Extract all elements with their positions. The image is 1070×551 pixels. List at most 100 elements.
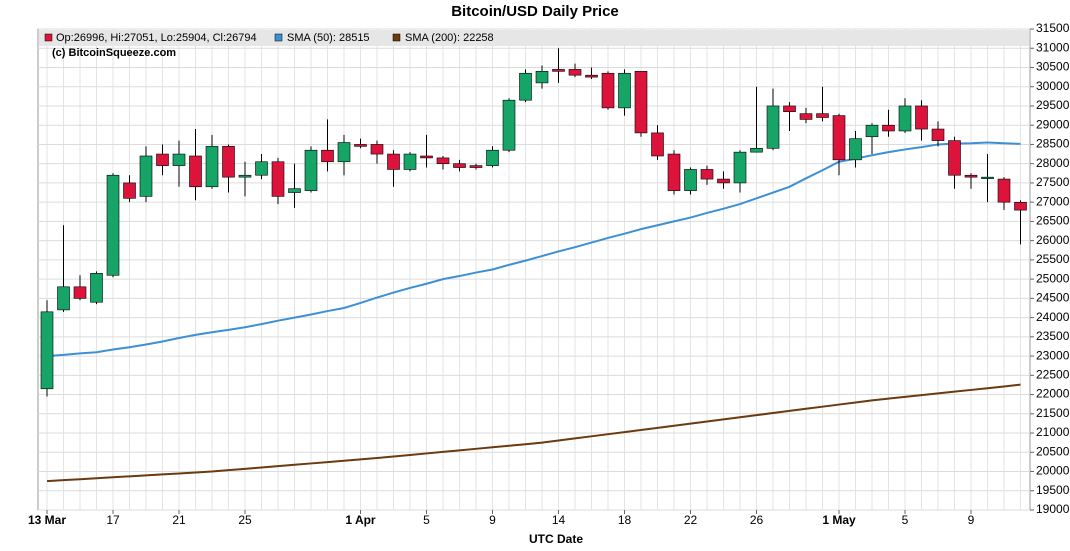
candle-body bbox=[948, 140, 961, 176]
x-tick-label: 1 May bbox=[822, 513, 856, 527]
y-tick-label: 22500 bbox=[1036, 367, 1070, 381]
candle-body bbox=[997, 178, 1011, 203]
y-tick-label: 25500 bbox=[1036, 252, 1070, 266]
candle-body bbox=[189, 155, 202, 188]
y-tick-label: 31000 bbox=[1036, 40, 1070, 54]
candle-body bbox=[73, 286, 87, 299]
y-tick-label: 28500 bbox=[1036, 137, 1070, 151]
candle-body bbox=[172, 153, 186, 166]
candle-body bbox=[403, 153, 417, 170]
y-tick-label: 29000 bbox=[1036, 117, 1070, 131]
candle-body bbox=[337, 142, 351, 163]
candle-body bbox=[700, 169, 714, 180]
candle-body bbox=[552, 69, 565, 72]
y-tick-label: 23000 bbox=[1036, 348, 1070, 362]
y-tick-label: 21500 bbox=[1036, 406, 1070, 420]
candle-body bbox=[255, 161, 268, 176]
candle-body bbox=[387, 153, 400, 170]
candle-body bbox=[816, 113, 829, 118]
x-tick-label: 25 bbox=[238, 513, 252, 527]
grid bbox=[38, 28, 1030, 511]
candle-body bbox=[156, 153, 169, 166]
candle-body bbox=[750, 147, 763, 153]
legend-label: SMA (200): 22258 bbox=[405, 32, 494, 44]
candle-body bbox=[618, 72, 631, 109]
y-tick-label: 21000 bbox=[1036, 425, 1070, 439]
x-tick-label: 9 bbox=[489, 513, 496, 527]
candle-body bbox=[222, 146, 235, 178]
y-tick-label: 27500 bbox=[1036, 175, 1070, 189]
y-tick-label: 20500 bbox=[1036, 444, 1070, 458]
candles bbox=[40, 48, 1027, 397]
y-tick-label: 19000 bbox=[1036, 502, 1070, 516]
candle-body bbox=[502, 99, 516, 151]
candle-body bbox=[849, 138, 862, 161]
legend-bg bbox=[39, 30, 1029, 46]
candle-body bbox=[568, 69, 582, 76]
legend-swatch bbox=[392, 33, 401, 42]
candle-body bbox=[469, 165, 483, 168]
candle-body bbox=[436, 157, 450, 164]
candle-body bbox=[519, 72, 532, 101]
x-tick-label: 21 bbox=[172, 513, 186, 527]
candle-body bbox=[651, 132, 664, 157]
y-tick-label: 24500 bbox=[1036, 291, 1070, 305]
y-tick-label: 19500 bbox=[1036, 483, 1070, 497]
y-tick-label: 28000 bbox=[1036, 156, 1070, 170]
x-tick-label: 13 Mar bbox=[28, 513, 66, 527]
x-axis-label: UTC Date bbox=[529, 532, 583, 546]
candle-body bbox=[898, 105, 912, 132]
candle-body bbox=[684, 169, 697, 191]
chart-title: Bitcoin/USD Daily Price bbox=[451, 3, 619, 20]
y-tick-label: 24000 bbox=[1036, 310, 1070, 324]
x-tick-label: 1 Apr bbox=[345, 513, 376, 527]
candle-body bbox=[321, 149, 334, 163]
x-tick-label: 26 bbox=[750, 513, 764, 527]
candle-body bbox=[783, 105, 796, 113]
candle-body bbox=[205, 146, 219, 188]
candle-body bbox=[486, 149, 499, 166]
candle-body bbox=[931, 128, 945, 141]
candle-body bbox=[634, 71, 648, 134]
candle-body bbox=[288, 188, 301, 193]
candle-body bbox=[370, 144, 384, 155]
y-tick-label: 31500 bbox=[1036, 21, 1070, 35]
legend-label: SMA (50): 28515 bbox=[287, 32, 370, 44]
y-tick-label: 30500 bbox=[1036, 60, 1070, 74]
candle-body bbox=[766, 105, 780, 149]
candle-body bbox=[915, 105, 928, 130]
watermark: (c) BitcoinSqueeze.com bbox=[52, 47, 176, 59]
x-tick-label: 5 bbox=[423, 513, 430, 527]
candle-body bbox=[799, 113, 813, 120]
plot-area bbox=[37, 28, 1031, 511]
y-tick-label: 20000 bbox=[1036, 464, 1070, 478]
x-tick-label: 14 bbox=[552, 513, 566, 527]
candle-body bbox=[271, 161, 285, 197]
candle-body bbox=[981, 176, 994, 179]
legend-swatch bbox=[274, 33, 283, 42]
y-tick-label: 30000 bbox=[1036, 79, 1070, 93]
x-tick-label: 22 bbox=[684, 513, 698, 527]
candle-body bbox=[420, 155, 433, 159]
x-tick-label: 9 bbox=[968, 513, 975, 527]
candle-body bbox=[535, 71, 549, 84]
y-tick-label: 27000 bbox=[1036, 194, 1070, 208]
candle-body bbox=[865, 124, 879, 138]
y-tick-label: 25000 bbox=[1036, 271, 1070, 285]
y-tick-label: 26500 bbox=[1036, 214, 1070, 228]
candle-body bbox=[585, 74, 598, 78]
candle-body bbox=[667, 153, 681, 191]
candle-body bbox=[1014, 202, 1027, 211]
y-tick-label: 23500 bbox=[1036, 329, 1070, 343]
x-tick-label: 18 bbox=[618, 513, 632, 527]
candle-body bbox=[882, 124, 895, 132]
sma-line bbox=[46, 383, 1021, 483]
candle-body bbox=[106, 174, 120, 276]
candle-body bbox=[354, 144, 367, 147]
y-tick-label: 26000 bbox=[1036, 233, 1070, 247]
legend-swatch bbox=[44, 33, 53, 42]
x-tick-label: 17 bbox=[106, 513, 120, 527]
candle-body bbox=[90, 273, 103, 303]
candle-body bbox=[453, 163, 466, 168]
